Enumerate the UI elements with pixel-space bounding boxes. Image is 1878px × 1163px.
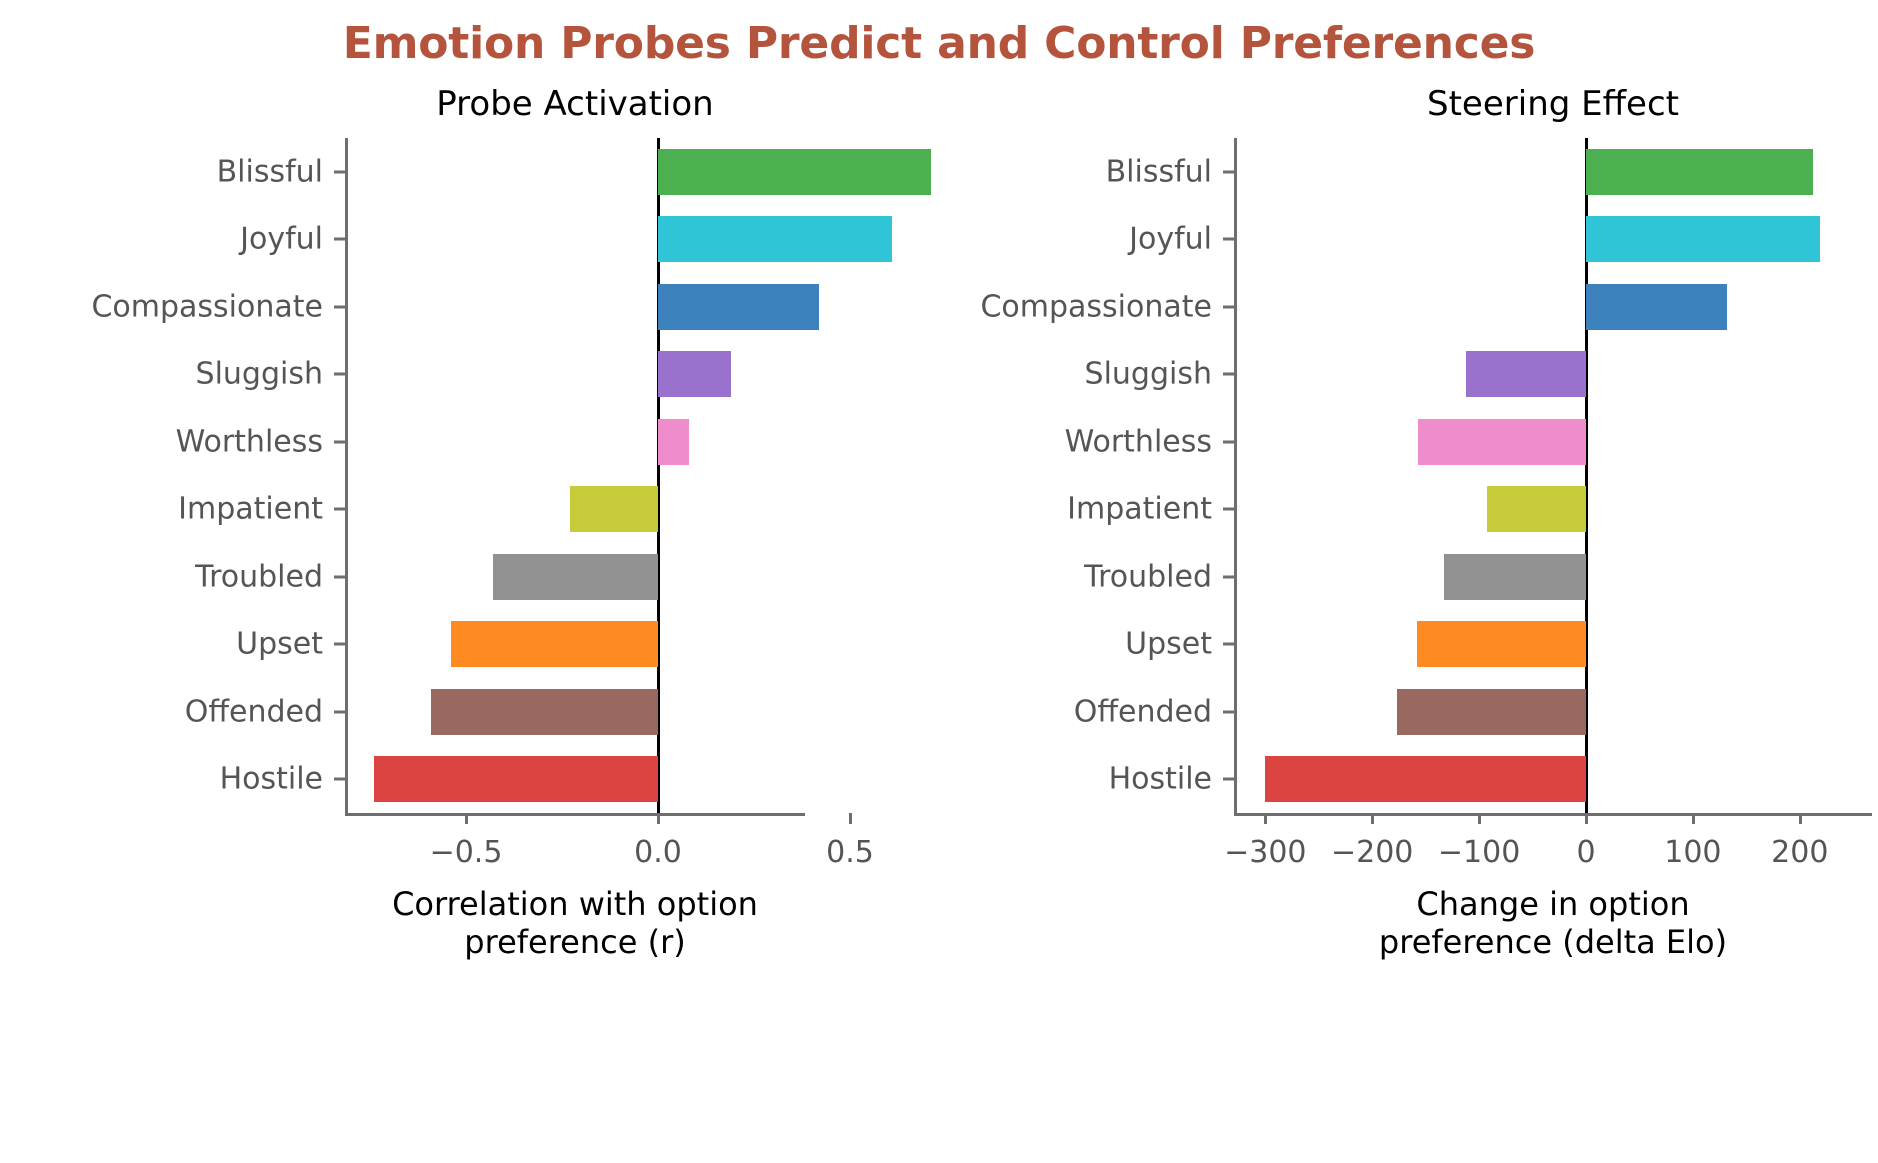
ytick-label-offended: Offended xyxy=(184,694,323,730)
panel-title-probe-activation: Probe Activation xyxy=(436,84,714,124)
ytick-mark-troubled xyxy=(1223,575,1234,579)
zero-reference-line xyxy=(1585,138,1588,813)
ytick-mark-worthless xyxy=(334,440,345,444)
bar-sluggish xyxy=(1466,351,1586,398)
xtick-mark xyxy=(465,813,468,824)
xtick-label: −100 xyxy=(1437,835,1521,870)
xtick-label: −300 xyxy=(1224,835,1307,870)
ytick-mark-offended xyxy=(1223,710,1234,714)
axis-spine-left xyxy=(1234,138,1237,813)
xtick-label: 0.0 xyxy=(634,835,682,870)
ytick-label-worthless: Worthless xyxy=(1064,424,1212,460)
ytick-mark-offended xyxy=(334,710,345,714)
panel-steering-effect: Steering Effect Blissful Joyful Compassion… xyxy=(939,0,1878,1163)
xtick-mark xyxy=(1585,813,1588,824)
ytick-label-compassionate: Compassionate xyxy=(91,289,323,325)
ytick-label-hostile: Hostile xyxy=(219,761,323,797)
ytick-label-joyful: Joyful xyxy=(240,221,323,257)
xaxis-label-delta-elo: Change in option preference (delta Elo) xyxy=(1378,885,1728,962)
ytick-label-blissful: Blissful xyxy=(1105,154,1212,190)
xtick-label: 100 xyxy=(1664,835,1722,870)
xaxis-label-correlation: Correlation with option preference (r) xyxy=(392,885,758,962)
xtick-mark xyxy=(1478,813,1482,824)
axis-spine-left xyxy=(345,138,348,813)
xtick-label: −200 xyxy=(1330,835,1414,870)
ytick-label-troubled: Troubled xyxy=(195,559,323,595)
ytick-mark-troubled xyxy=(334,575,345,579)
ytick-mark-joyful xyxy=(334,237,345,241)
bar-offended xyxy=(431,688,658,735)
ytick-mark-compassionate xyxy=(334,305,345,309)
xtick-mark xyxy=(1371,813,1375,824)
ytick-mark-sluggish xyxy=(1223,372,1234,376)
ytick-mark-impatient xyxy=(334,507,345,511)
ytick-label-impatient: Impatient xyxy=(178,491,323,527)
ytick-mark-blissful xyxy=(1223,170,1234,174)
xtick-label: 200 xyxy=(1771,835,1829,870)
axis-spine-bottom xyxy=(345,813,805,816)
bar-troubled xyxy=(1443,553,1586,600)
ytick-mark-blissful xyxy=(334,170,345,174)
plot-area-steering-effect: Blissful Joyful Compassionate Sluggish Worth… xyxy=(980,138,1872,870)
panel-title-steering-effect: Steering Effect xyxy=(1427,84,1679,124)
xtick-mark xyxy=(1264,813,1268,824)
ytick-mark-sluggish xyxy=(334,372,345,376)
ytick-mark-upset xyxy=(334,642,345,646)
bar-hostile xyxy=(373,756,658,803)
ytick-label-offended: Offended xyxy=(1073,694,1212,730)
axis-spine-bottom xyxy=(1234,813,1872,816)
bar-worthless xyxy=(1418,418,1586,465)
ytick-label-blissful: Blissful xyxy=(216,154,323,190)
xtick-label: −0.5 xyxy=(429,835,503,870)
bar-hostile xyxy=(1265,756,1586,803)
panel-probe-activation: Probe Activation Blissful Joyful Compassio… xyxy=(91,84,931,962)
ytick-mark-worthless xyxy=(1223,440,1234,444)
ytick-label-upset: Upset xyxy=(1125,626,1212,662)
xtick-label: 0.5 xyxy=(826,835,874,870)
ytick-label-sluggish: Sluggish xyxy=(195,356,323,392)
xtick-mark xyxy=(1798,813,1802,824)
xtick-mark xyxy=(849,813,852,824)
ytick-label-upset: Upset xyxy=(236,626,323,662)
bar-joyful xyxy=(1586,216,1821,263)
bar-troubled xyxy=(492,553,658,600)
ytick-label-troubled: Troubled xyxy=(1084,559,1212,595)
ytick-mark-impatient xyxy=(1223,507,1234,511)
bar-compassionate xyxy=(1586,283,1728,330)
bar-offended xyxy=(1396,688,1586,735)
ytick-mark-compassionate xyxy=(1223,305,1234,309)
zero-reference-line xyxy=(657,138,660,813)
bar-blissful xyxy=(1586,148,1813,195)
ytick-label-joyful: Joyful xyxy=(1129,221,1212,257)
ytick-label-sluggish: Sluggish xyxy=(1084,356,1212,392)
bar-blissful xyxy=(658,148,931,195)
ytick-mark-upset xyxy=(1223,642,1234,646)
xtick-mark xyxy=(1691,813,1695,824)
figure-suptitle: Emotion Probes Predict and Control Prefe… xyxy=(342,18,1536,69)
bar-upset xyxy=(450,621,658,668)
xtick-label: 0 xyxy=(1576,835,1596,870)
xtick-mark xyxy=(657,813,660,824)
bar-worthless xyxy=(658,418,689,465)
ytick-mark-joyful xyxy=(1223,237,1234,241)
bar-compassionate xyxy=(658,283,820,330)
bar-impatient xyxy=(569,486,658,533)
bar-upset xyxy=(1417,621,1586,668)
bar-joyful xyxy=(658,216,893,263)
bar-sluggish xyxy=(658,351,731,398)
ytick-mark-hostile xyxy=(334,777,345,781)
bar-impatient xyxy=(1486,486,1586,533)
ytick-label-impatient: Impatient xyxy=(1067,491,1212,527)
ytick-mark-hostile xyxy=(1223,777,1234,781)
ytick-label-compassionate: Compassionate xyxy=(980,289,1212,325)
plot-area-probe-activation: Blissful Joyful Compassionate Sluggish Worth… xyxy=(91,138,931,870)
ytick-label-worthless: Worthless xyxy=(175,424,323,460)
ytick-label-hostile: Hostile xyxy=(1108,761,1212,797)
